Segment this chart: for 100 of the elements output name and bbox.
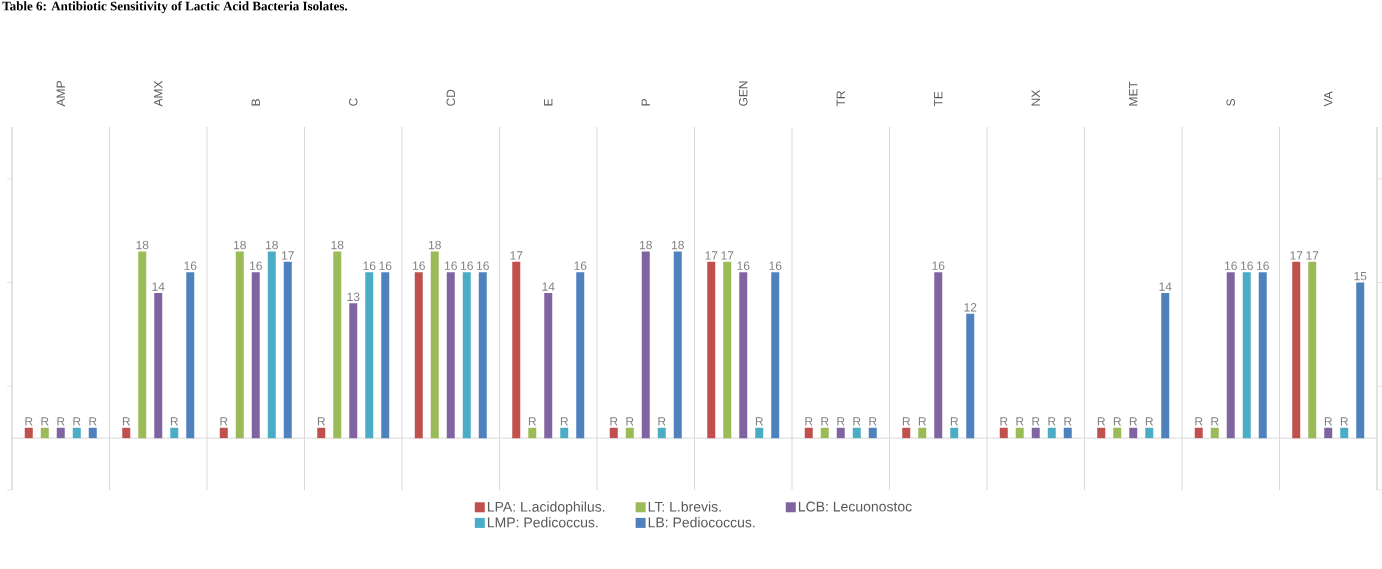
bar — [918, 427, 927, 439]
bar — [88, 427, 97, 439]
data-label: R — [1032, 417, 1040, 426]
data-label: 14 — [542, 282, 555, 291]
data-label: 18 — [671, 240, 684, 250]
data-label: 18 — [233, 240, 246, 250]
bar — [609, 427, 618, 439]
bar — [657, 427, 666, 439]
bar — [804, 427, 813, 439]
bar — [999, 427, 1008, 439]
x-tick-label: TE — [934, 91, 943, 107]
bar — [723, 261, 732, 439]
data-label: 16 — [249, 261, 262, 270]
data-label: R — [658, 417, 666, 426]
bar — [950, 427, 959, 439]
legend-label: LB: Pediococcus. — [648, 517, 755, 528]
data-label: R — [902, 417, 911, 426]
legend-label: LCB: Lecuonostoc — [798, 501, 912, 512]
data-label: 16 — [184, 261, 197, 270]
data-label: R — [73, 417, 81, 426]
bar — [430, 251, 439, 439]
data-label: R — [170, 417, 179, 426]
data-label: 17 — [510, 251, 523, 260]
data-label: R — [220, 417, 228, 426]
bar — [1047, 427, 1056, 439]
bar — [755, 427, 764, 439]
legend-label: LMP: Pedicoccus. — [487, 517, 598, 528]
bar — [365, 272, 374, 439]
data-label: R — [626, 417, 634, 426]
bar — [1308, 261, 1317, 439]
bar — [40, 427, 49, 439]
data-label: 16 — [379, 261, 392, 270]
data-label: 16 — [363, 261, 376, 270]
x-tick-label: AMX — [154, 80, 163, 107]
data-label: R — [1097, 417, 1106, 426]
bar — [1031, 427, 1040, 439]
data-label: R — [1000, 417, 1008, 426]
x-tick-label: B — [251, 99, 260, 106]
x-tick-label: NX — [1031, 90, 1040, 106]
bar — [122, 427, 131, 439]
data-label: R — [837, 417, 845, 426]
data-label: 16 — [460, 261, 473, 270]
data-label: 13 — [347, 292, 360, 302]
bar — [186, 272, 195, 439]
data-label: R — [869, 417, 877, 426]
bar — [576, 272, 585, 439]
data-label: 18 — [639, 240, 652, 250]
bar — [251, 272, 260, 439]
bar — [381, 272, 390, 439]
data-label: 17 — [281, 251, 294, 260]
x-tick-label: S — [1226, 99, 1235, 106]
bar — [138, 251, 147, 439]
data-label: R — [317, 417, 326, 426]
data-label: 14 — [152, 282, 165, 291]
legend-label: LPA: L.acidophilus. — [487, 501, 605, 515]
data-label: 16 — [1256, 261, 1269, 270]
bar — [560, 427, 569, 439]
bar — [1210, 427, 1219, 439]
bar — [852, 427, 861, 439]
data-label: 14 — [1159, 282, 1172, 291]
bar — [934, 272, 943, 439]
bar — [1226, 272, 1235, 439]
bar — [820, 427, 829, 439]
bar — [1324, 427, 1333, 439]
data-label: 16 — [476, 261, 489, 270]
bar — [154, 292, 163, 439]
data-label: 18 — [136, 240, 149, 250]
data-label: R — [122, 417, 131, 426]
bar — [1097, 427, 1106, 439]
bar — [1292, 261, 1301, 439]
bar — [1161, 292, 1170, 439]
bar — [446, 272, 455, 439]
data-label: R — [610, 417, 618, 426]
data-label: 16 — [412, 261, 425, 270]
bar — [72, 427, 81, 439]
bar — [219, 427, 228, 439]
bar — [625, 427, 634, 439]
bar — [1063, 427, 1072, 439]
data-label: R — [1195, 417, 1203, 426]
data-label: R — [41, 417, 49, 426]
bar — [1194, 427, 1203, 439]
data-label: R — [805, 417, 813, 426]
bar — [478, 272, 487, 439]
data-label: R — [950, 417, 959, 426]
data-label: R — [1113, 417, 1122, 426]
data-label: R — [853, 417, 861, 426]
bar — [1113, 427, 1122, 439]
bar — [1145, 427, 1154, 439]
data-label: 17 — [1290, 251, 1303, 260]
data-label: 16 — [574, 261, 587, 270]
data-label: 16 — [1240, 261, 1253, 270]
data-label: R — [918, 417, 927, 426]
data-label: R — [1064, 417, 1072, 426]
bar — [235, 251, 244, 439]
bar — [283, 261, 292, 439]
bar — [544, 292, 553, 439]
bar — [414, 272, 423, 439]
data-label: R — [1324, 417, 1333, 426]
data-label: R — [821, 417, 829, 426]
bar — [349, 303, 358, 439]
